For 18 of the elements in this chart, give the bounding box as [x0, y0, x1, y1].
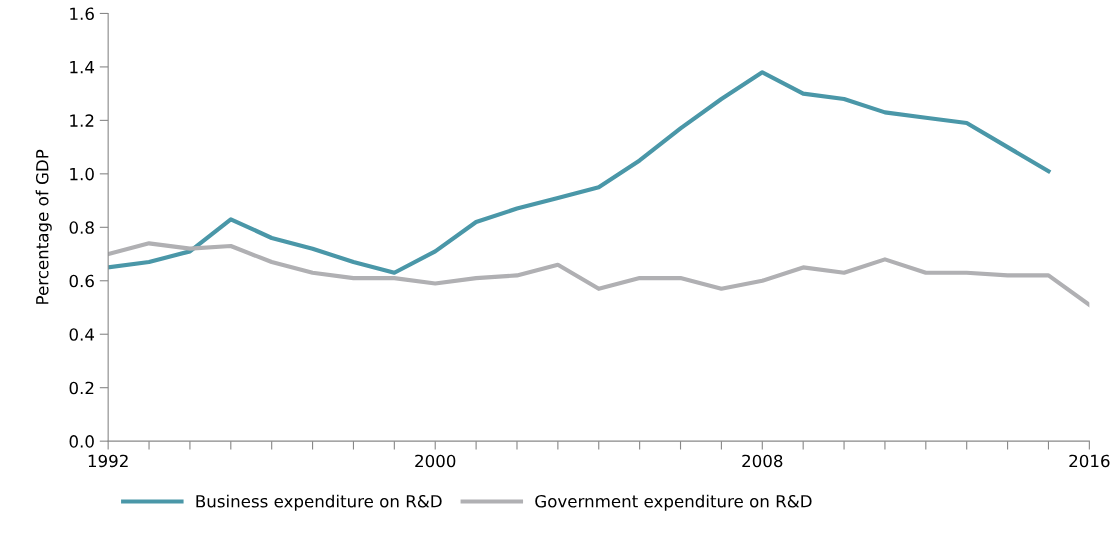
- y-tick-label: 1.0: [70, 167, 94, 181]
- y-tick-label: 1.2: [70, 114, 94, 127]
- y-tick-label: 0.6: [69, 274, 94, 288]
- y-tick-label: 0.4: [69, 328, 95, 341]
- y-tick-label: 1.6: [70, 7, 94, 21]
- line-series: [108, 70, 1051, 275]
- legend-label: Government expenditure on R&D: [535, 494, 812, 511]
- x-tick-label: 2016: [1069, 454, 1110, 468]
- y-tick-label: 0.2: [69, 381, 94, 395]
- legend-label: Business expenditure on R&D: [196, 494, 442, 511]
- x-tick-label: 1992: [88, 454, 128, 468]
- x-tick-label: 2000: [415, 454, 456, 468]
- y-axis-title: Percentage of GDP: [35, 149, 52, 304]
- line-series: [108, 241, 1090, 307]
- y-tick-label: 0.0: [69, 435, 94, 448]
- y-tick-label: 0.8: [69, 221, 94, 234]
- y-tick-label: 1.4: [70, 61, 95, 74]
- x-tick-label: 2008: [742, 454, 783, 468]
